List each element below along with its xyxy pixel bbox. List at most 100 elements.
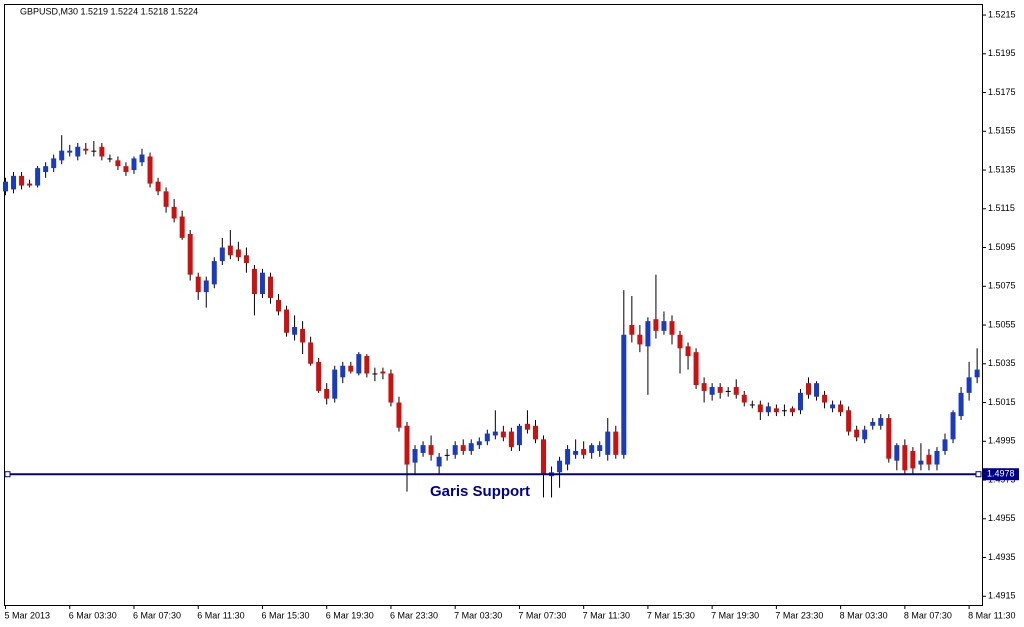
y-tick-label: 1.5055 <box>988 319 1016 329</box>
candle-body <box>508 431 514 448</box>
x-tick-label: 6 Mar 23:30 <box>390 610 438 620</box>
candle-body <box>35 168 41 186</box>
candle-body <box>187 233 193 275</box>
candle-body <box>717 387 723 393</box>
y-tick-label: 1.5195 <box>988 48 1016 58</box>
candle-body <box>557 460 563 473</box>
candle-body <box>420 445 426 453</box>
candle-body <box>476 441 482 446</box>
x-tick-label: 8 Mar 07:30 <box>904 610 952 620</box>
x-tick-label: 8 Mar 03:30 <box>840 610 888 620</box>
candle-body <box>259 272 265 295</box>
y-tick-label: 1.5075 <box>988 281 1016 291</box>
candle-body <box>974 369 980 378</box>
candle-body <box>757 404 763 413</box>
candle-body <box>292 326 298 335</box>
candle-body <box>203 280 209 293</box>
candle-body <box>436 456 442 467</box>
candle-body <box>316 361 322 391</box>
candle-body <box>934 450 940 465</box>
candle-body <box>621 334 627 455</box>
candle-body <box>251 268 257 295</box>
candle-body <box>372 373 378 375</box>
candle-body <box>388 373 394 403</box>
candle-body <box>806 383 811 395</box>
candle-body <box>115 160 121 167</box>
x-tick-label: 6 Mar 03:30 <box>69 610 117 620</box>
candle-body <box>364 356 370 374</box>
candle-body <box>629 325 635 335</box>
candle-body <box>43 166 49 172</box>
candle-body <box>163 191 169 207</box>
candle-body <box>685 346 691 357</box>
candle-body <box>243 255 249 264</box>
candle-body <box>693 352 699 386</box>
y-tick-label: 1.5015 <box>988 397 1016 407</box>
candle-body <box>444 454 450 456</box>
candle-body <box>862 429 868 440</box>
y-tick-label: 1.5095 <box>988 242 1016 252</box>
candle-body <box>500 431 506 438</box>
candle-body <box>830 404 836 409</box>
x-tick-label: 8 Mar 11:30 <box>968 610 1015 620</box>
y-tick-label: 1.5135 <box>988 164 1016 174</box>
y-tick-label: 1.4995 <box>988 436 1016 446</box>
candle-body <box>155 181 161 192</box>
candle-body <box>340 365 346 378</box>
candle-body <box>605 431 611 455</box>
x-tick-label: 7 Mar 15:30 <box>647 610 695 620</box>
candle-body <box>822 394 828 403</box>
candle-body <box>404 425 410 465</box>
candle-body <box>516 425 522 446</box>
candle-body <box>356 354 362 374</box>
candle-body <box>380 371 386 374</box>
support-handle <box>4 471 11 478</box>
candle-body <box>492 431 498 436</box>
candle-body <box>219 247 225 262</box>
x-tick-label: 7 Mar 03:30 <box>454 610 502 620</box>
candle-body <box>597 445 603 451</box>
support-price-label: 1.4978 <box>987 469 1015 479</box>
x-tick-label: 7 Mar 07:30 <box>518 610 566 620</box>
candle-body <box>348 365 354 372</box>
candle-body <box>637 334 643 345</box>
candle-body <box>412 449 418 463</box>
y-tick-label: 1.5215 <box>988 9 1016 19</box>
y-tick-label: 1.5115 <box>988 203 1015 213</box>
candle-body <box>838 404 844 413</box>
candle-body <box>195 276 201 293</box>
candle-body <box>886 418 892 459</box>
candle-body <box>749 404 755 406</box>
candle-body <box>452 445 458 455</box>
candle-body <box>179 216 185 238</box>
candle-body <box>524 423 530 430</box>
candle-body <box>950 412 956 440</box>
candle-body <box>83 148 89 151</box>
candle-body <box>19 175 25 186</box>
candle-body <box>468 443 474 451</box>
candle-body <box>894 445 900 461</box>
candle-body <box>709 387 715 395</box>
candle-body <box>733 387 739 395</box>
support-handle <box>975 471 982 478</box>
candle-body <box>741 394 747 403</box>
y-tick-label: 1.5155 <box>988 126 1016 136</box>
x-tick-label: 6 Mar 11:30 <box>197 610 244 620</box>
x-tick-label: 5 Mar 2013 <box>5 610 51 620</box>
candle-body <box>814 383 820 397</box>
candle-body <box>773 408 779 413</box>
candle-body <box>677 334 683 349</box>
candle-body <box>797 392 803 411</box>
candle-body <box>966 377 972 393</box>
y-tick-label: 1.4915 <box>988 591 1016 601</box>
candle-body <box>324 388 330 399</box>
candle-body <box>131 158 137 171</box>
candle-body <box>284 309 290 333</box>
y-tick-label: 1.5035 <box>988 358 1016 368</box>
candle-body <box>107 158 113 160</box>
candle-body <box>765 406 771 413</box>
candle-body <box>27 183 33 186</box>
y-tick-label: 1.4955 <box>988 513 1016 523</box>
candle-body <box>460 445 466 451</box>
